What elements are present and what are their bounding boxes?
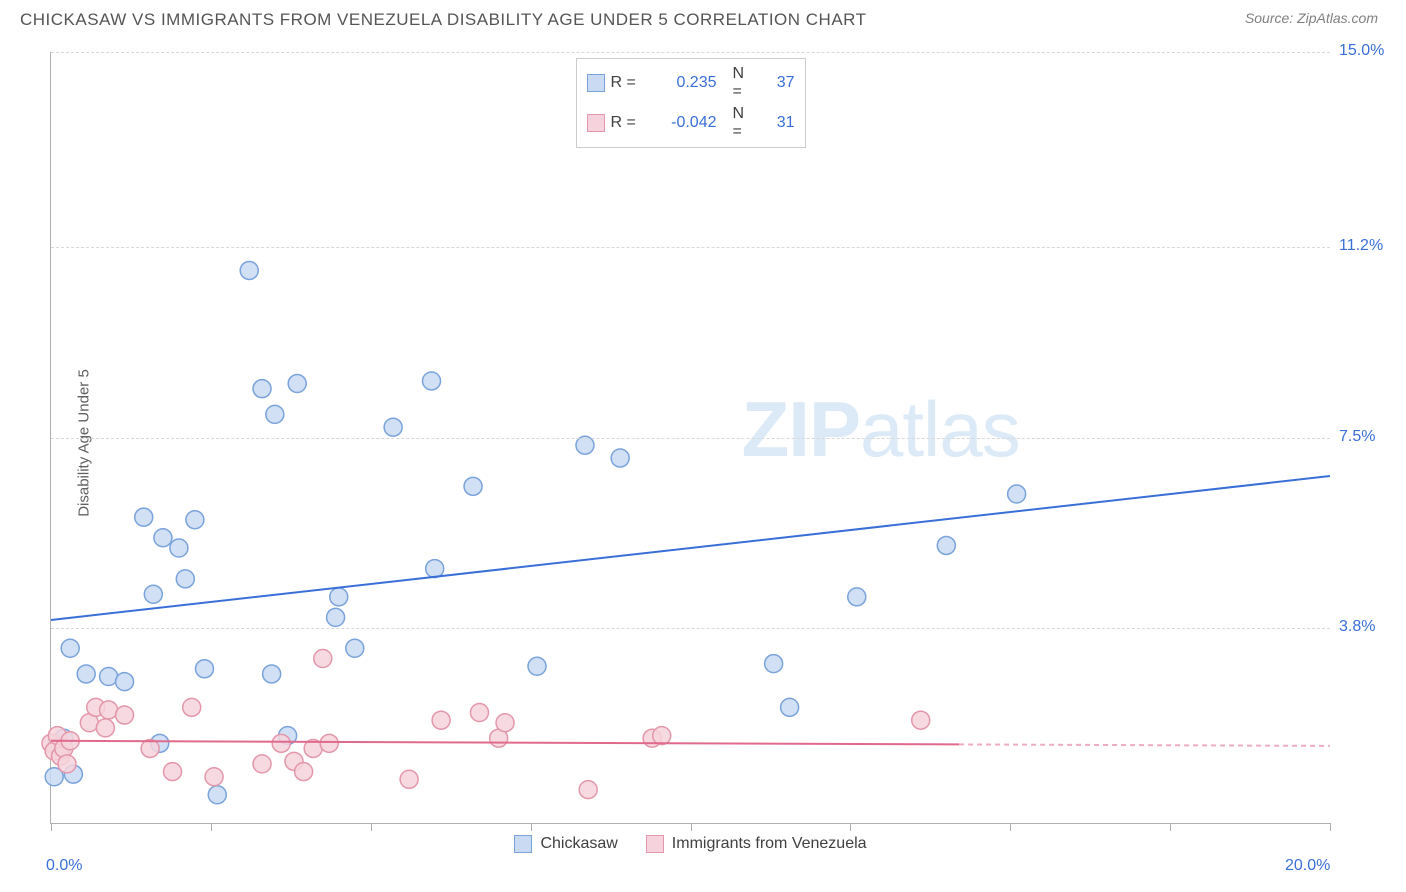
legend-item-b: Immigrants from Venezuela [646,835,867,853]
data-point [253,380,271,398]
swatch-series-b [646,835,664,853]
data-point [464,477,482,495]
gridline [51,247,1330,248]
data-point [400,770,418,788]
legend-series: Chickasaw Immigrants from Venezuela [51,835,1330,853]
data-point [164,763,182,781]
data-point [208,786,226,804]
data-point [253,755,271,773]
x-tick [1170,823,1171,831]
data-point [100,668,118,686]
data-point [314,650,332,668]
data-point [653,727,671,745]
data-point [611,449,629,467]
x-tick [211,823,212,831]
data-point [848,588,866,606]
data-point [576,436,594,454]
data-point [470,703,488,721]
legend-label-a: Chickasaw [540,835,617,853]
data-point [327,608,345,626]
x-tick [691,823,692,831]
scatter-plot: ZIPatlas R = 0.235 N = 37 R = -0.042 N =… [50,52,1330,824]
x-tick [1010,823,1011,831]
data-point [1008,485,1026,503]
legend-label-b: Immigrants from Venezuela [672,835,867,853]
data-point [781,698,799,716]
x-tick [371,823,372,831]
x-tick-label: 0.0% [46,857,82,875]
data-point [330,588,348,606]
data-point [77,665,95,683]
x-tick [531,823,532,831]
y-tick-label: 3.8% [1339,618,1375,636]
data-point [195,660,213,678]
data-point [240,261,258,279]
regression-line [51,476,1330,620]
x-tick [1330,823,1331,831]
data-point [135,508,153,526]
swatch-series-a [514,835,532,853]
data-point [320,734,338,752]
y-tick-label: 7.5% [1339,428,1375,446]
data-point [426,560,444,578]
data-point [144,585,162,603]
y-tick-label: 15.0% [1339,42,1384,60]
gridline [51,438,1330,439]
data-point [205,768,223,786]
data-point [423,372,441,390]
data-point [528,657,546,675]
data-point [288,375,306,393]
data-point [61,639,79,657]
data-point [176,570,194,588]
data-point [116,673,134,691]
data-point [58,755,76,773]
y-tick-label: 11.2% [1339,237,1383,255]
data-point [765,655,783,673]
data-point [295,763,313,781]
source-label: Source: ZipAtlas.com [1245,10,1378,26]
gridline [51,52,1330,53]
data-point [263,665,281,683]
regression-line-dashed [959,744,1330,745]
data-point [937,536,955,554]
chart-title: CHICKASAW VS IMMIGRANTS FROM VENEZUELA D… [20,10,867,30]
data-point [432,711,450,729]
data-point [272,734,290,752]
data-point [154,529,172,547]
data-point [912,711,930,729]
data-point [186,511,204,529]
x-tick [51,823,52,831]
x-tick [850,823,851,831]
data-point [266,405,284,423]
data-point [183,698,201,716]
x-tick-label: 20.0% [1285,857,1330,875]
data-point [116,706,134,724]
legend-item-a: Chickasaw [514,835,617,853]
data-point [384,418,402,436]
data-point [496,714,514,732]
data-point [100,701,118,719]
gridline [51,628,1330,629]
data-point [170,539,188,557]
data-point [96,719,114,737]
data-point [579,781,597,799]
data-point [346,639,364,657]
chart-container: Disability Age Under 5 ZIPatlas R = 0.23… [46,48,1386,838]
